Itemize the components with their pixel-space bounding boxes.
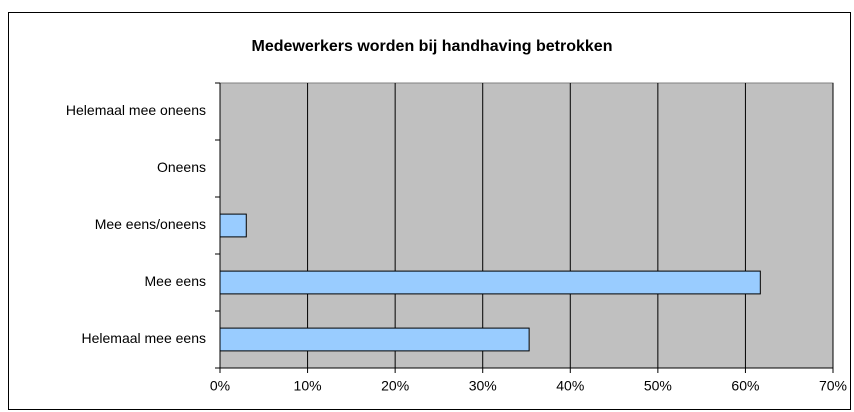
y-tick-label: Mee eens/oneens [95,216,206,232]
x-tick-label: 40% [556,378,584,394]
y-tick-label: Oneens [157,159,206,175]
x-tick-label: 70% [819,378,847,394]
x-tick-label: 50% [644,378,672,394]
bar [219,213,247,238]
y-tick-label: Helemaal mee oneens [66,102,206,118]
y-tick-label: Helemaal mee eens [81,330,206,346]
x-tick-label: 30% [469,378,497,394]
bar [219,327,530,352]
plot-area [219,82,834,369]
x-tick-label: 0% [210,378,230,394]
x-tick-label: 10% [294,378,322,394]
x-tick-label: 60% [731,378,759,394]
y-tick-label: Mee eens [145,273,206,289]
x-tick-label: 20% [381,378,409,394]
bar [219,270,761,295]
chart-title: Medewerkers worden bij handhaving betrok… [252,38,613,55]
